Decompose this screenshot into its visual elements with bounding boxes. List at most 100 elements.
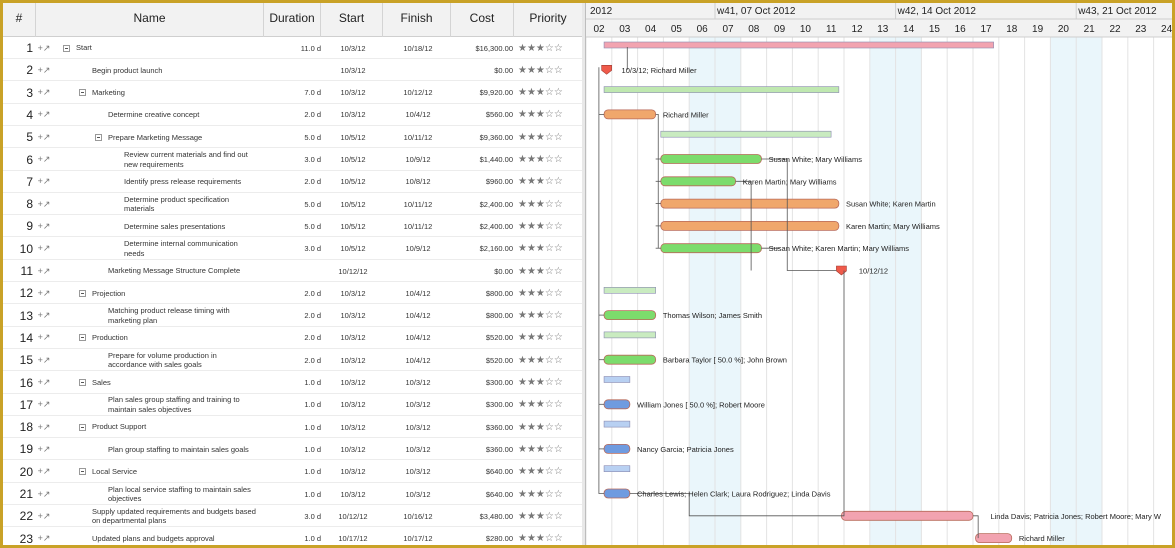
collapse-toggle-icon[interactable]	[79, 89, 86, 97]
finish-cell[interactable]: 10/11/12	[403, 221, 433, 231]
priority-stars[interactable]: ★★★☆☆	[518, 220, 563, 232]
add-subtask-icon[interactable]: +↗	[37, 399, 51, 410]
finish-cell[interactable]: 10/17/12	[403, 534, 433, 544]
duration-cell[interactable]: 2.0 d	[304, 355, 321, 365]
task-name-cell[interactable]: Marketing Message Structure Complete	[108, 260, 261, 282]
collapse-toggle-icon[interactable]	[79, 468, 86, 476]
duration-cell[interactable]: 3.0 d	[304, 155, 321, 164]
finish-cell[interactable]: 10/4/12	[405, 355, 431, 365]
start-cell[interactable]: 10/12/12	[338, 511, 368, 521]
duration-cell[interactable]	[267, 59, 321, 81]
table-row[interactable]: 21 +↗ Plan local service staffing to maint…	[3, 483, 582, 505]
start-cell[interactable]: 10/5/12	[340, 132, 366, 142]
cost-cell[interactable]: $640.00	[485, 467, 513, 477]
table-row[interactable]: 22 +↗ Supply updated requirements and budg…	[3, 505, 582, 528]
table-row[interactable]: 14 +↗ Production 2.0 d 10/3/12 10/4/12 $520.00…	[3, 327, 582, 349]
table-row[interactable]: 16 +↗ Sales 1.0 d 10/3/12 10/3/12 $300.00 ★★★☆☆	[3, 372, 582, 394]
task-name-cell[interactable]: Plan sales group staffing and training t…	[108, 394, 261, 416]
table-row[interactable]: 15 +↗ Prepare for volume production in acc…	[3, 349, 582, 372]
start-cell[interactable]: 10/3/12	[340, 355, 366, 365]
table-row[interactable]: 6 +↗ Review current materials and find out…	[3, 149, 582, 171]
collapse-toggle-icon[interactable]	[79, 379, 86, 386]
task-name-cell[interactable]: Updated plans and budgets approval	[92, 528, 261, 548]
add-subtask-icon[interactable]: +↗	[37, 332, 51, 343]
start-cell[interactable]: 10/5/12	[340, 155, 366, 164]
finish-cell[interactable]	[385, 260, 451, 282]
add-subtask-icon[interactable]: +↗	[37, 109, 51, 120]
duration-cell[interactable]: 3.0 d	[304, 511, 321, 521]
finish-cell[interactable]: 10/3/12	[405, 378, 431, 387]
start-cell[interactable]: 10/3/12	[340, 88, 366, 98]
start-cell[interactable]: 10/3/12	[340, 43, 366, 53]
duration-cell[interactable]: 5.0 d	[304, 221, 321, 231]
duration-cell[interactable]: 2.0 d	[304, 110, 321, 120]
start-cell[interactable]: 10/5/12	[340, 177, 366, 187]
finish-cell[interactable]: 10/3/12	[405, 444, 431, 454]
collapse-toggle-icon[interactable]	[79, 334, 86, 342]
column-header-cost[interactable]: Cost	[451, 3, 514, 37]
add-subtask-icon[interactable]: +↗	[37, 198, 51, 209]
finish-cell[interactable]: 10/18/12	[403, 43, 433, 53]
duration-cell[interactable]: 5.0 d	[304, 199, 321, 209]
task-name-cell[interactable]: Review current materials and find out ne…	[124, 149, 261, 171]
cost-cell[interactable]: $2,400.00	[479, 221, 513, 231]
cost-cell[interactable]: $0.00	[494, 65, 513, 75]
table-row[interactable]: 20 +↗ Local Service 1.0 d 10/3/12 10/3/12 $640…	[3, 461, 582, 483]
finish-cell[interactable]: 10/11/12	[403, 132, 433, 142]
cost-cell[interactable]: $360.00	[485, 422, 513, 432]
task-name-cell[interactable]: Sales	[79, 372, 261, 394]
finish-cell[interactable]: 10/4/12	[405, 333, 431, 343]
add-subtask-icon[interactable]: +↗	[37, 243, 51, 254]
table-row[interactable]: 11 +↗ Marketing Message Structure Complete…	[3, 260, 582, 282]
column-header-name[interactable]: Name	[36, 3, 264, 37]
duration-cell[interactable]: 2.0 d	[304, 311, 321, 321]
duration-cell[interactable]: 7.0 d	[304, 88, 321, 98]
task-name-cell[interactable]: Matching product release timing with mar…	[108, 305, 261, 327]
table-row[interactable]: 13 +↗ Matching product release timing with…	[3, 305, 582, 327]
finish-cell[interactable]: 10/9/12	[405, 244, 431, 254]
table-row[interactable]: 3 +↗ Marketing 7.0 d 10/3/12 10/12/12 $9,920.0…	[3, 82, 582, 104]
cost-cell[interactable]: $0.00	[494, 266, 513, 276]
duration-cell[interactable]: 1.0 d	[304, 422, 321, 432]
start-cell[interactable]: 10/3/12	[340, 288, 366, 298]
task-name-cell[interactable]: Projection	[79, 282, 261, 304]
pane-splitter[interactable]	[582, 3, 585, 545]
finish-cell[interactable]: 10/3/12	[405, 467, 431, 477]
add-subtask-icon[interactable]: +↗	[37, 377, 51, 387]
start-cell[interactable]: 10/3/12	[340, 467, 366, 477]
finish-cell[interactable]: 10/9/12	[405, 155, 431, 164]
priority-stars[interactable]: ★★★☆☆	[518, 287, 563, 299]
table-row[interactable]: 12 +↗ Projection 2.0 d 10/3/12 10/4/12 $800.00…	[3, 282, 582, 305]
add-subtask-icon[interactable]: +↗	[37, 287, 51, 298]
cost-cell[interactable]: $16,300.00	[475, 43, 513, 53]
cost-cell[interactable]: $9,920.00	[479, 88, 513, 98]
add-subtask-icon[interactable]: +↗	[37, 265, 51, 276]
duration-cell[interactable]: 1.0 d	[304, 534, 321, 544]
start-cell[interactable]: 10/3/12	[340, 444, 366, 454]
task-name-cell[interactable]: Prepare Marketing Message	[95, 126, 261, 148]
start-cell[interactable]: 10/3/12	[340, 333, 366, 343]
table-row[interactable]: 1 +↗ Start 11.0 d 10/3/12 10/18/12 $16,300.00 ★…	[3, 37, 582, 59]
cost-cell[interactable]: $960.00	[485, 177, 513, 187]
add-subtask-icon[interactable]: +↗	[37, 131, 51, 142]
cost-cell[interactable]: $1,440.00	[479, 155, 513, 164]
add-subtask-icon[interactable]: +↗	[37, 354, 51, 365]
add-subtask-icon[interactable]: +↗	[37, 466, 51, 477]
duration-cell[interactable]: 1.0 d	[304, 378, 321, 387]
priority-stars[interactable]: ★★★☆☆	[518, 243, 563, 255]
finish-cell[interactable]: 10/12/12	[403, 88, 433, 98]
priority-stars[interactable]: ★★★☆☆	[518, 488, 563, 500]
column-header-finish[interactable]: Finish	[383, 3, 451, 37]
priority-stars[interactable]: ★★★☆☆	[518, 131, 563, 143]
start-cell[interactable]: 10/3/12	[340, 422, 366, 432]
add-subtask-icon[interactable]: +↗	[37, 87, 51, 98]
priority-stars[interactable]: ★★★☆☆	[518, 466, 563, 478]
collapse-toggle-icon[interactable]	[79, 289, 86, 297]
cost-cell[interactable]: $800.00	[485, 311, 513, 321]
duration-cell[interactable]	[267, 260, 321, 282]
cost-cell[interactable]: $2,400.00	[479, 199, 513, 209]
task-name-cell[interactable]: Prepare for volume production in accorda…	[108, 349, 261, 371]
add-subtask-icon[interactable]: +↗	[37, 176, 51, 187]
start-cell[interactable]: 10/3/12	[340, 311, 366, 321]
finish-cell[interactable]: 10/8/12	[405, 177, 431, 187]
